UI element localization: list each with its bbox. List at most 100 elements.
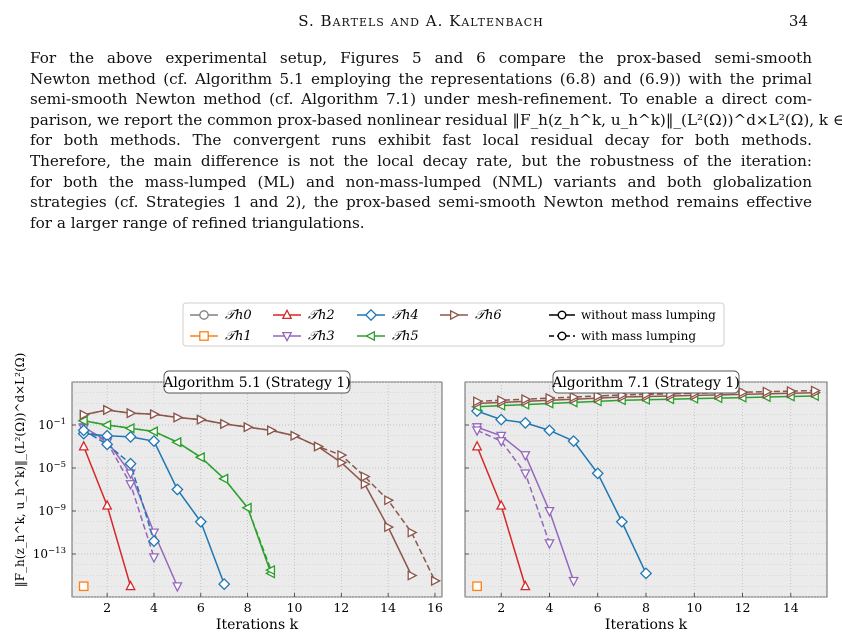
y-tick-label: 10−5 [38,460,66,475]
panel-title-box [163,370,351,394]
data-point [243,421,254,433]
x-tick-label: 14 [783,600,799,615]
data-point [472,581,482,592]
x-axis-label: Iterations k [216,617,299,633]
legend-marker-icon [364,308,378,322]
legend-marker-icon [199,310,209,320]
data-point [149,408,161,420]
x-tick-label: 12 [735,600,751,615]
series-line [477,389,815,403]
y-tick-label: 10−13 [33,546,66,561]
data-point [519,416,532,429]
data-point [639,567,653,580]
x-tick-label: 14 [380,600,396,615]
x-tick-label: 8 [642,600,650,615]
legend-style-label: with mass lumping [581,329,696,343]
body-paragraph: For the above experimental setup, Figure… [30,48,842,233]
data-point [473,396,484,407]
plot-area [71,381,443,598]
data-point [360,471,371,482]
data-point [171,436,182,448]
x-axis-label: Iterations k [605,617,688,633]
data-point [495,437,507,448]
y-axis-label: ‖F_h(z_h^k, u_h^k)‖_(L²(Ω))^d×L²(Ω) [13,353,27,588]
data-point [567,435,580,448]
series-line [83,419,272,571]
data-point [337,449,348,461]
data-point [360,478,371,490]
legend-style-marker-icon [557,331,567,341]
data-point [101,499,113,510]
data-point [593,390,604,402]
data-point [569,391,580,403]
x-tick-label: 4 [545,600,553,615]
data-point [147,435,161,448]
panel-title: Algorithm 5.1 (Strategy 1) [162,375,351,391]
legend-label: 𝒯h2 [308,308,335,323]
data-point [148,553,160,564]
data-point [194,451,205,463]
paragraph-line: semi-smooth Newton method (cf. Algorithm… [30,90,812,109]
legend-label: 𝒯h6 [475,308,502,323]
legend-style-label: without mass lumping [581,308,716,322]
data-point [241,502,252,514]
data-point [568,576,579,587]
data-point [471,426,483,437]
legend-marker-icon [199,331,209,341]
data-point [124,457,137,470]
data-point [125,480,136,491]
x-tick-label: 10 [287,600,303,615]
paragraph-line: for both methods. The convergent runs ex… [30,131,812,150]
data-point [544,506,555,518]
data-point [810,385,822,396]
data-point [124,422,135,434]
series-line [476,429,551,544]
running-title: S. Bartels and A. Kaltenbach [298,12,544,30]
legend-label: 𝒯h4 [392,308,419,323]
data-point [77,424,90,437]
paragraph-line: Therefore, the main difference is not th… [30,151,812,170]
data-point [171,483,184,496]
y-tick-label: 10−9 [38,503,66,518]
data-point [101,438,114,451]
data-point [196,414,207,425]
data-point [520,451,531,462]
y-tick-label: 10−1 [38,417,66,432]
x-tick-label: 12 [333,600,349,615]
data-point [762,386,773,397]
y-axis-label-text: ‖F_h(z_h^k, u_h^k)‖_(L²(Ω))^d×L²(Ω) [13,353,27,588]
data-point [78,581,89,592]
data-point [407,570,418,581]
page-header: S. Bartels and A. Kaltenbach 34 [0,0,842,40]
data-point [545,392,556,404]
legend-marker-icon [364,330,376,342]
data-point [290,430,301,442]
legend: 𝒯h0 𝒯h1 𝒯h2 𝒯h3 𝒯h4 𝒯h5 𝒯h6 without mass lumpin… [182,302,725,347]
data-point [543,424,556,437]
legend-label: 𝒯h0 [225,308,252,323]
data-point [101,419,112,431]
data-point [337,457,348,468]
legend-label: 𝒯h3 [308,329,335,344]
paragraph-line: Newton method (cf. Algorithm 5.1 employi… [30,69,812,88]
data-point [521,393,532,405]
data-point [172,582,183,593]
chart-panel-algorithm-5-1: 2 4 6 8 10 12 14 16 10−1 10−5 10−9 10−13 Iterations … [33,370,443,633]
x-tick-label: 6 [197,600,205,615]
data-point [495,499,507,510]
data-point [495,431,507,442]
series-line [83,429,155,542]
paragraph-line: For the above experimental setup, Figure… [30,49,812,67]
data-point [77,415,88,426]
data-point [125,580,136,591]
legend-label: 𝒯h5 [392,329,419,344]
data-point [738,386,749,398]
data-point [495,413,508,426]
data-point [591,467,604,480]
data-point [78,440,89,451]
chart-panel-algorithm-7-1: 2 4 6 8 10 12 14 Iterations k Algorithm 7.1 (Str… [464,370,828,633]
x-tick-label: 2 [103,600,111,615]
legend-style-marker-icon [557,310,567,320]
paragraph-line: for a larger range of refined triangulat… [30,213,365,232]
data-point [615,515,628,528]
